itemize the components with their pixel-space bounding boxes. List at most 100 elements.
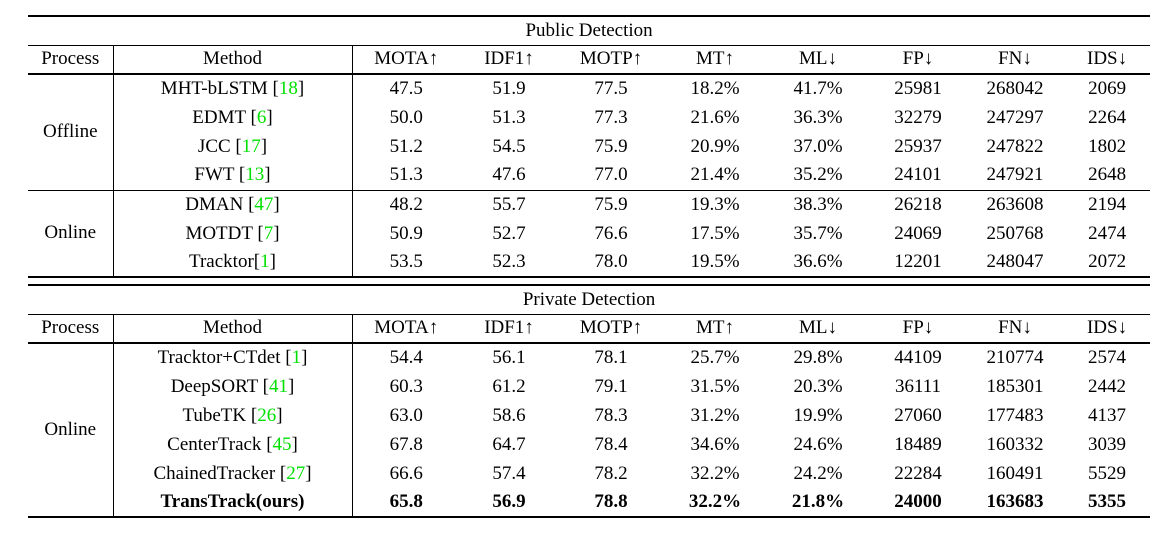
metric-cell-idf1: 56.1	[492, 347, 526, 368]
metric-cell-mota: 48.2	[352, 189, 460, 219]
citation-link[interactable]: 6	[256, 106, 267, 128]
metric-cell-fn: 163683	[986, 491, 1044, 512]
table-row: FWT [13] 51.3 47.6 77.0 21.4% 35.2% 24101 24792…	[28, 161, 1150, 190]
metric-cell-mota: 51.3	[389, 164, 423, 186]
citation-link[interactable]: 26	[257, 404, 277, 426]
method-cell: TransTrack(ours)	[113, 488, 353, 517]
metric-cell-mota: 53.5	[389, 251, 423, 272]
metric-cell-ids: 2574	[1088, 347, 1127, 368]
method-cell: MHT-bLSTM [18]	[113, 74, 353, 103]
citation-link[interactable]: 1	[260, 251, 270, 272]
metric-cell-mt: 34.6%	[690, 433, 740, 455]
process-cell: Offline	[28, 74, 114, 190]
method-name: TubeTK	[182, 404, 247, 426]
metric-cell-mt: 19.5%	[690, 251, 740, 272]
metric-cell-fp: 24101	[894, 164, 942, 186]
citation-bracket-close: ]	[276, 404, 283, 426]
metric-cell-fp: 32279	[894, 106, 942, 128]
process-cell: Online	[28, 189, 114, 277]
metric-cell-idf1: 57.4	[492, 462, 526, 484]
citation-bracket-open: [	[245, 106, 257, 128]
column-header-ids: IDS↓	[1064, 45, 1151, 75]
column-header-mota: MOTA↑	[352, 45, 460, 75]
metric-cell-ml: 21.8%	[791, 491, 845, 512]
table-row: Online DMAN [47] 48.2 55.7 75.9 19.3% 38.3% 262…	[28, 189, 1151, 277]
citation-bracket-close: ]	[260, 135, 268, 157]
method-name: TransTrack(ours)	[160, 491, 305, 512]
table-row: Tracktor[1] 53.5 52.3 78.0 19.5% 36.6% 12201 24…	[28, 248, 1150, 277]
metric-cell-idf1: 52.7	[492, 222, 526, 244]
citation-link[interactable]: 47	[254, 193, 274, 215]
metric-cell-motp: 79.1	[594, 375, 628, 397]
citation-link[interactable]: 1	[291, 347, 302, 368]
citation-bracket-close: ]	[273, 193, 280, 215]
method-cell: FWT [13]	[113, 161, 353, 190]
metric-cell-fp: 24000	[894, 491, 942, 512]
metric-cell-mt: 21.6%	[690, 106, 740, 128]
method-name: CenterTrack	[167, 433, 262, 455]
metric-cell-fp: 18489	[894, 433, 942, 455]
metric-cell-fp: 25981	[894, 78, 942, 99]
method-name: DMAN	[185, 193, 244, 215]
citation-link[interactable]: 18	[278, 78, 298, 99]
citation-bracket-open: [	[243, 193, 255, 215]
table-row: TubeTK [26] 63.0 58.6 78.3 31.2% 19.9% 27060 17…	[28, 401, 1150, 430]
process-cell: Online	[28, 343, 114, 517]
method-cell: Tracktor[1]	[113, 248, 353, 277]
metric-cell-mota: 50.9	[389, 222, 423, 244]
table-row: DeepSORT [41] 60.3 61.2 79.1 31.5% 20.3% 36111…	[28, 372, 1150, 401]
method-name: EDMT	[192, 106, 246, 128]
method-cell: CenterTrack [45]	[113, 430, 353, 459]
metric-cell-mt: 21.4%	[690, 164, 740, 186]
paper-results-figure: Public Detection Process Method MOTA↑ IDF1↑ M…	[28, 15, 1151, 518]
metric-cell-motp: 77.3	[594, 106, 628, 128]
method-name: FWT	[194, 164, 235, 186]
citation-link[interactable]: 7	[263, 222, 274, 244]
citation-bracket-open: [	[253, 251, 261, 272]
metric-cell-motp: 78.2	[594, 462, 628, 484]
table-row: ChainedTracker [27] 66.6 57.4 78.2 32.2% 24.2…	[28, 459, 1150, 488]
metric-cell-idf1: 55.7	[460, 189, 558, 219]
metric-cell-mt: 18.2%	[690, 78, 740, 99]
citation-bracket-open: [	[257, 375, 269, 397]
column-header-mt: MT↑	[664, 314, 766, 344]
column-header-fp: FP↓	[870, 314, 966, 344]
citation-bracket-close: ]	[269, 251, 276, 272]
table-row: JCC [17] 51.2 54.5 75.9 20.9% 37.0% 25937 24782…	[28, 132, 1150, 161]
citation-bracket-open: [	[230, 135, 242, 157]
metric-cell-mt: 25.7%	[690, 347, 740, 368]
metric-cell-mt: 20.9%	[690, 135, 740, 157]
method-name: DeepSORT	[170, 375, 258, 397]
metric-cell-ml: 20.3%	[793, 375, 843, 397]
citation-bracket-open: [	[234, 164, 246, 186]
citation-link[interactable]: 13	[245, 164, 265, 186]
metric-cell-motp: 75.9	[558, 189, 664, 219]
metric-cell-ml: 38.3%	[766, 189, 870, 219]
citation-bracket-close: ]	[287, 375, 295, 397]
metric-cell-mt: 31.5%	[690, 375, 740, 397]
metric-cell-ml: 35.7%	[793, 222, 843, 244]
method-name: ChainedTracker	[153, 462, 276, 484]
method-cell: JCC [17]	[113, 132, 353, 161]
table-title: Public Detection	[28, 16, 1151, 46]
column-header-ml: ML↓	[766, 314, 870, 344]
method-name: JCC	[197, 135, 231, 157]
metric-cell-mt: 19.3%	[664, 189, 766, 219]
metric-cell-fn: 185301	[986, 375, 1044, 397]
metric-cell-mota: 66.6	[389, 462, 423, 484]
metric-cell-fn: 160491	[986, 462, 1044, 484]
citation-link[interactable]: 41	[268, 375, 288, 397]
citation-link[interactable]: 17	[241, 135, 261, 157]
metric-cell-ids: 1802	[1088, 135, 1127, 157]
citation-link[interactable]: 45	[272, 433, 292, 455]
metric-cell-motp: 78.4	[594, 433, 628, 455]
metric-cell-ids: 2264	[1088, 106, 1127, 128]
table-row: CenterTrack [45] 67.8 64.7 78.4 34.6% 24.6% 18…	[28, 430, 1150, 459]
column-header-fn: FN↓	[966, 45, 1064, 75]
metric-cell-ids: 4137	[1088, 404, 1127, 426]
metric-cell-ml: 35.2%	[793, 164, 843, 186]
metric-cell-motp: 78.3	[594, 404, 628, 426]
citation-link[interactable]: 27	[286, 462, 306, 484]
metric-cell-ml: 24.6%	[793, 433, 843, 455]
metric-cell-fp: 25937	[894, 135, 942, 157]
